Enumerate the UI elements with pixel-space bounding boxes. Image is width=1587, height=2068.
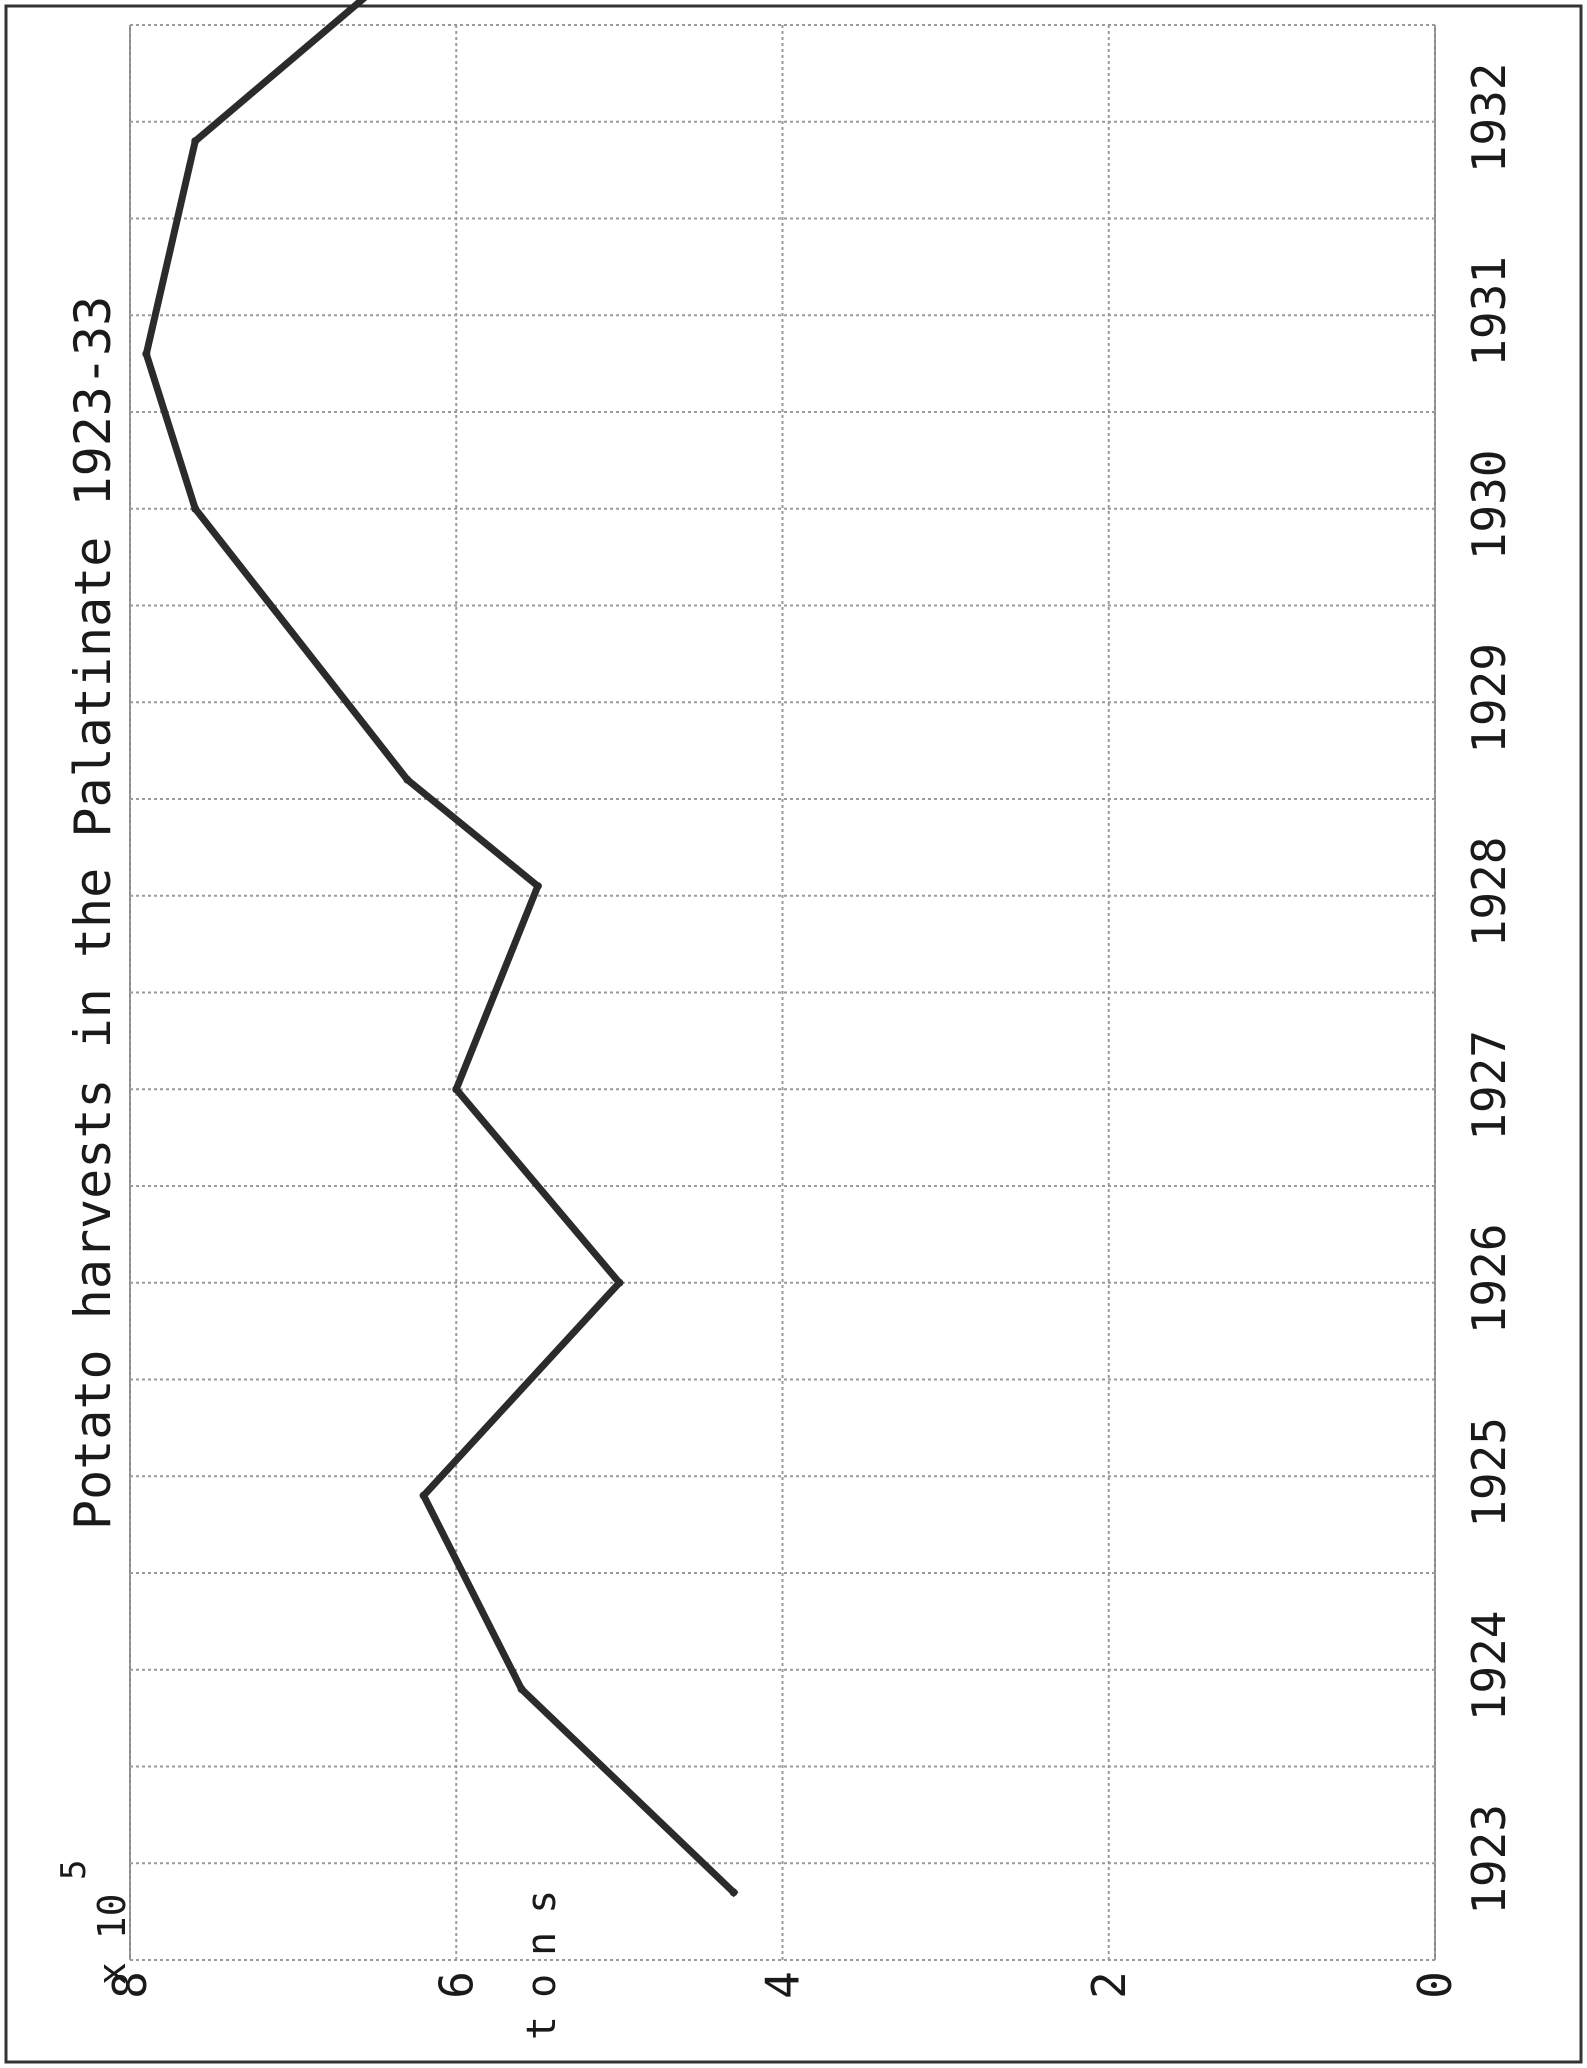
- x-tick-label: 1930: [1462, 449, 1516, 560]
- data-point: [419, 1491, 428, 1500]
- data-point: [142, 349, 151, 358]
- x-tick-label: 1924: [1462, 1610, 1516, 1721]
- x-tick-label: 1931: [1462, 256, 1516, 367]
- x-tick-label: 1926: [1462, 1223, 1516, 1334]
- x-tick-label: 1927: [1462, 1030, 1516, 1141]
- data-point: [191, 137, 200, 146]
- y-axis-label: tons: [519, 1872, 565, 2040]
- page-border: [4, 4, 1583, 2064]
- y-tick-label: 8: [103, 1971, 157, 1999]
- x-tick-label: 1929: [1462, 643, 1516, 754]
- x-tick-labels: 1923 1924 1925 1926 1927 1928 1929 1930 1931 1932…: [1462, 62, 1516, 1915]
- x-tick-label: 1932: [1462, 62, 1516, 173]
- data-point: [729, 1888, 738, 1897]
- data-point: [191, 504, 200, 513]
- y-scale-base: x 10: [90, 1893, 134, 1985]
- data-point: [533, 882, 542, 891]
- data-point: [452, 1085, 461, 1094]
- data-point: [403, 775, 412, 784]
- y-scale-exponent: 5: [54, 1860, 94, 1880]
- y-tick-label: 6: [429, 1971, 483, 1999]
- y-scale-label: x 10 5: [54, 1860, 134, 1985]
- x-tick-label: 1923: [1462, 1804, 1516, 1915]
- y-tick-labels: 0 2 4 6 8: [103, 1971, 1462, 1999]
- x-tick-label: 1928: [1462, 836, 1516, 947]
- data-point: [517, 1685, 526, 1694]
- series-line: [142, 0, 739, 1898]
- y-tick-label: 4: [756, 1971, 810, 1999]
- grid: [129, 24, 1436, 1961]
- data-point: [615, 1278, 624, 1287]
- chart-title: Potato harvests in the Palatinate 1923-3…: [64, 296, 122, 1530]
- y-tick-label: 0: [1408, 1971, 1462, 1999]
- data-points: [142, 137, 738, 1897]
- y-tick-label: 2: [1082, 1971, 1136, 1999]
- x-tick-label: 1925: [1462, 1417, 1516, 1528]
